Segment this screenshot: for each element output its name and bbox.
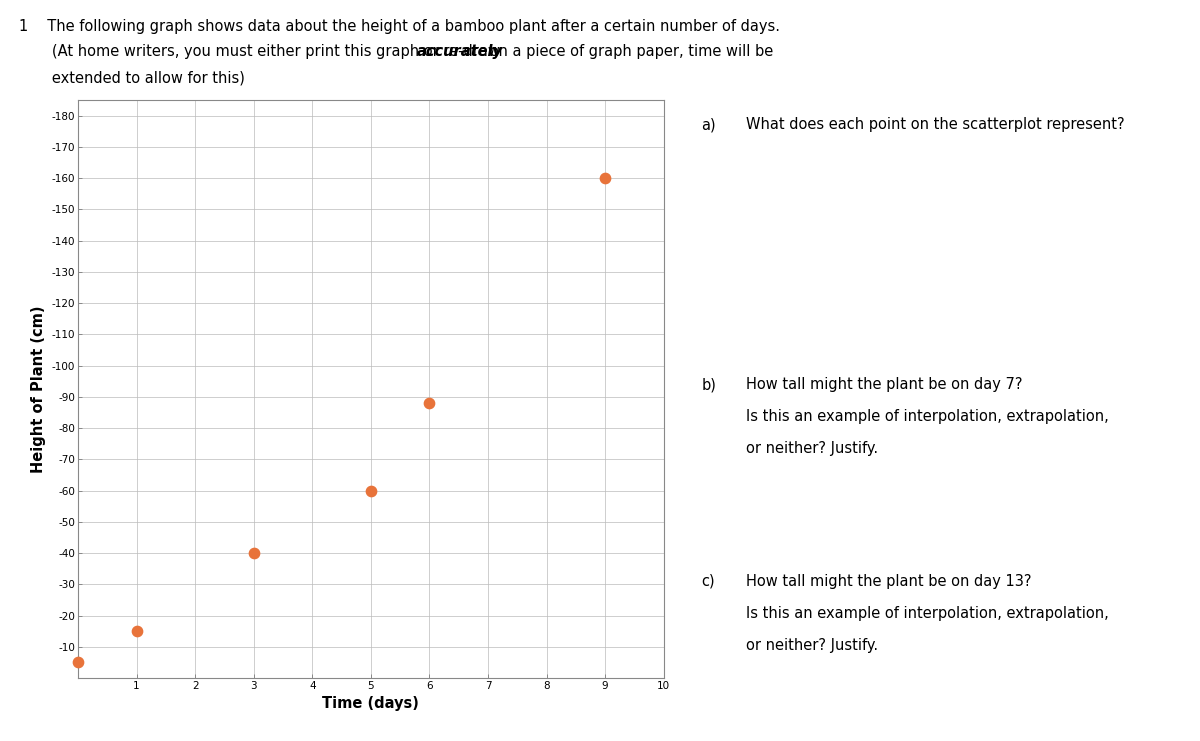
Point: [127, 625, 146, 637]
Text: or neither? Justify.: or neither? Justify.: [746, 441, 878, 456]
Text: How tall might the plant be on day 7?: How tall might the plant be on day 7?: [746, 377, 1022, 393]
Text: How tall might the plant be on day 13?: How tall might the plant be on day 13?: [746, 574, 1032, 589]
Point: [244, 547, 263, 559]
Text: c): c): [701, 574, 715, 589]
Point: [68, 657, 88, 668]
Text: (At home writers, you must either print this graph or re-draw: (At home writers, you must either print …: [38, 44, 505, 59]
Point: [361, 485, 380, 496]
Text: Is this an example of interpolation, extrapolation,: Is this an example of interpolation, ext…: [746, 409, 1109, 425]
Text: a): a): [701, 117, 715, 133]
Text: on a piece of graph paper, time will be: on a piece of graph paper, time will be: [485, 44, 773, 59]
Text: accurately: accurately: [416, 44, 503, 59]
Text: b): b): [701, 377, 716, 393]
Point: [595, 172, 614, 184]
X-axis label: Time (days): Time (days): [323, 697, 419, 711]
Point: [420, 397, 439, 409]
Text: The following graph shows data about the height of a bamboo plant after a certai: The following graph shows data about the…: [38, 19, 780, 33]
Text: or neither? Justify.: or neither? Justify.: [746, 637, 878, 653]
Y-axis label: Height of Plant (cm): Height of Plant (cm): [31, 305, 46, 473]
Text: 1: 1: [18, 19, 28, 33]
Text: extended to allow for this): extended to allow for this): [38, 70, 245, 85]
Text: What does each point on the scatterplot represent?: What does each point on the scatterplot …: [746, 117, 1124, 133]
Text: Is this an example of interpolation, extrapolation,: Is this an example of interpolation, ext…: [746, 606, 1109, 621]
